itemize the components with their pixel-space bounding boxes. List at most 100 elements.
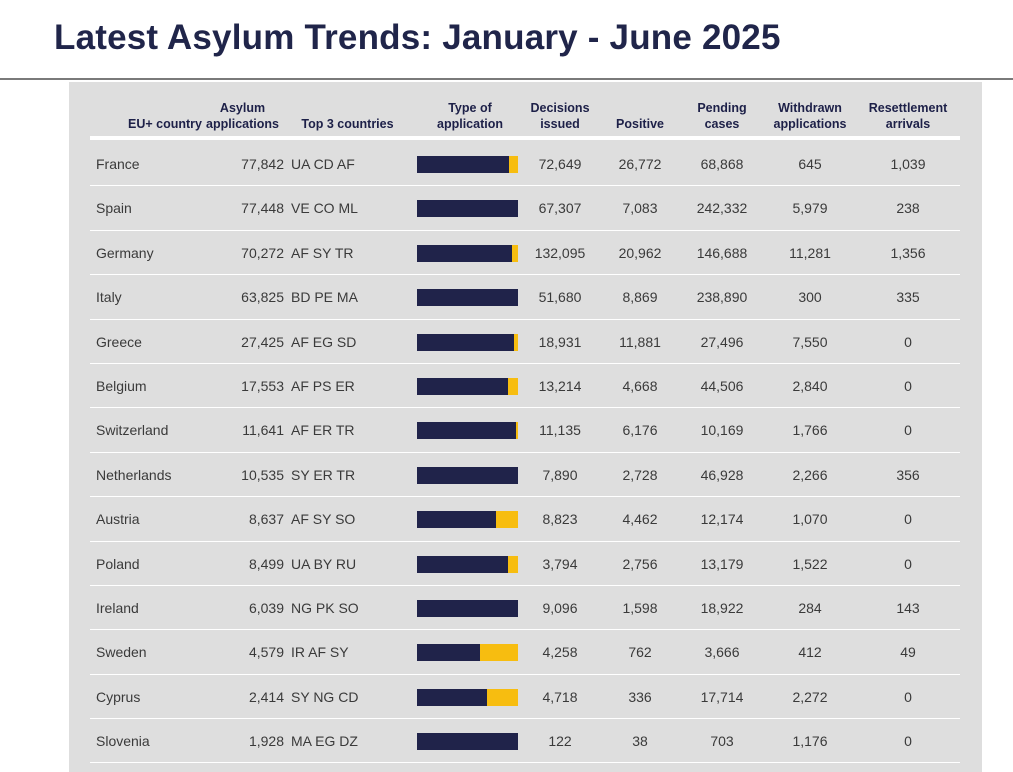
positive-cell: 11,881: [619, 333, 661, 350]
top3-cell: UA CD AF: [291, 156, 355, 172]
applications-cell: 77,448: [241, 200, 284, 217]
first-time-applications-fill: [417, 422, 516, 440]
withdrawn-cell: 5,979: [792, 200, 828, 217]
type-cell: [417, 364, 518, 408]
top3-cell: VE CO ML: [291, 200, 358, 217]
country-cell: Belgium: [96, 377, 147, 394]
country-cell: Spain: [96, 200, 132, 217]
withdrawn-cell: 7,550: [792, 333, 828, 350]
type-cell: [417, 542, 518, 586]
decisions-cell: 18,931: [538, 333, 582, 350]
top3-cell: MA EG DZ: [291, 733, 358, 750]
header-applications-label: Asylum applications: [206, 100, 279, 132]
applications-cell: 8,499: [248, 555, 284, 572]
pending-cell: 27,496: [700, 333, 744, 350]
header-resettlement-line1: Resettlement: [868, 101, 948, 115]
type-cell: [417, 408, 518, 452]
first-time-applications-fill: [417, 289, 518, 307]
positive-cell: 8,869: [622, 289, 658, 306]
pending-cell: 18,922: [700, 599, 744, 616]
table-row: Belgium 17,553 AF PS ER 13,214 4,668 44,506 2,…: [90, 364, 960, 409]
positive-cell: 2,728: [622, 466, 658, 483]
applications-cell: 4,579: [248, 644, 284, 661]
withdrawn-cell: 412: [798, 644, 822, 661]
resettlement-cell: 335: [896, 289, 920, 306]
type-cell: [417, 630, 518, 674]
top3-cell: AF EG SD: [291, 333, 357, 350]
type-cell: [417, 675, 518, 719]
withdrawn-cell: 300: [798, 289, 822, 306]
first-time-applications-fill: [417, 511, 496, 529]
header-top3-label: Top 3 countries: [301, 117, 394, 131]
country-cell: France: [96, 156, 140, 172]
application-type-bar: [417, 511, 518, 529]
positive-cell: 1,598: [622, 599, 658, 616]
applications-cell: 10,535: [241, 466, 284, 483]
header-country: EU+ country: [120, 96, 210, 132]
applications-cell: 2,414: [248, 688, 284, 705]
country-cell: Sweden: [96, 644, 147, 661]
application-type-bar: [417, 333, 518, 351]
application-type-bar: [417, 599, 518, 617]
withdrawn-cell: 11,281: [789, 244, 831, 261]
type-cell: [417, 497, 518, 541]
header-pending-line1: Pending: [697, 101, 747, 115]
applications-cell: 1,928: [248, 733, 284, 750]
application-type-bar: [417, 688, 518, 706]
positive-cell: 38: [632, 733, 648, 750]
resettlement-cell: 0: [904, 555, 912, 572]
application-type-bar: [417, 377, 518, 395]
positive-cell: 336: [628, 688, 652, 705]
decisions-cell: 67,307: [538, 200, 582, 217]
table-row: Austria 8,637 AF SY SO 8,823 4,462 12,174 1,07…: [90, 497, 960, 542]
first-time-applications-fill: [417, 466, 518, 484]
header-type: Type of application: [420, 96, 520, 132]
resettlement-cell: 238: [896, 200, 920, 217]
header-withdrawn-label: Withdrawn applications: [774, 100, 847, 132]
application-type-bar: [417, 555, 518, 573]
header-decisions-line1: Decisions: [530, 101, 590, 115]
resettlement-cell: 143: [896, 599, 920, 616]
withdrawn-cell: 2,266: [792, 466, 828, 483]
type-cell: [417, 320, 518, 364]
top3-cell: AF PS ER: [291, 377, 355, 394]
first-time-applications-fill: [417, 644, 480, 662]
resettlement-cell: 49: [900, 644, 916, 661]
country-cell: Poland: [96, 555, 140, 572]
country-cell: Slovenia: [96, 733, 150, 750]
type-cell: [417, 142, 518, 186]
decisions-cell: 9,096: [542, 599, 578, 616]
table-row: Sweden 4,579 IR AF SY 4,258 762 3,666 412 49: [90, 630, 960, 675]
decisions-cell: 3,794: [542, 555, 578, 572]
table-row: Greece 27,425 AF EG SD 18,931 11,881 27,496 7,…: [90, 320, 960, 364]
header-resettlement: Resettlement arrivals: [860, 96, 956, 132]
country-cell: Germany: [96, 244, 154, 261]
header-top3: Top 3 countries: [295, 96, 400, 132]
applications-cell: 70,272: [241, 244, 284, 261]
type-cell: [417, 453, 518, 497]
decisions-cell: 4,258: [542, 644, 578, 661]
applications-cell: 63,825: [241, 289, 284, 306]
pending-cell: 703: [710, 733, 734, 750]
top3-cell: NG PK SO: [291, 599, 359, 616]
table-body: France 77,842 UA CD AF 72,649 26,772 68,868 64…: [90, 142, 960, 764]
resettlement-cell: 356: [896, 466, 920, 483]
type-cell: [417, 586, 518, 630]
positive-cell: 26,772: [618, 156, 662, 172]
top3-cell: IR AF SY: [291, 644, 349, 661]
top3-cell: SY ER TR: [291, 466, 356, 483]
pending-cell: 68,868: [700, 156, 744, 172]
withdrawn-cell: 2,272: [792, 688, 828, 705]
positive-cell: 4,462: [622, 511, 658, 528]
resettlement-cell: 0: [904, 422, 912, 439]
first-time-applications-fill: [417, 688, 487, 706]
header-pending: Pending cases: [682, 96, 762, 132]
table-header: EU+ country Asylum applications Top 3 cou…: [90, 82, 960, 140]
withdrawn-cell: 284: [798, 599, 822, 616]
header-positive: Positive: [600, 96, 680, 132]
top3-cell: AF SY TR: [291, 244, 354, 261]
decisions-cell: 8,823: [542, 511, 578, 528]
header-country-label: EU+ country: [128, 117, 202, 131]
applications-cell: 17,553: [241, 377, 284, 394]
header-withdrawn-line1: Withdrawn: [778, 101, 842, 115]
